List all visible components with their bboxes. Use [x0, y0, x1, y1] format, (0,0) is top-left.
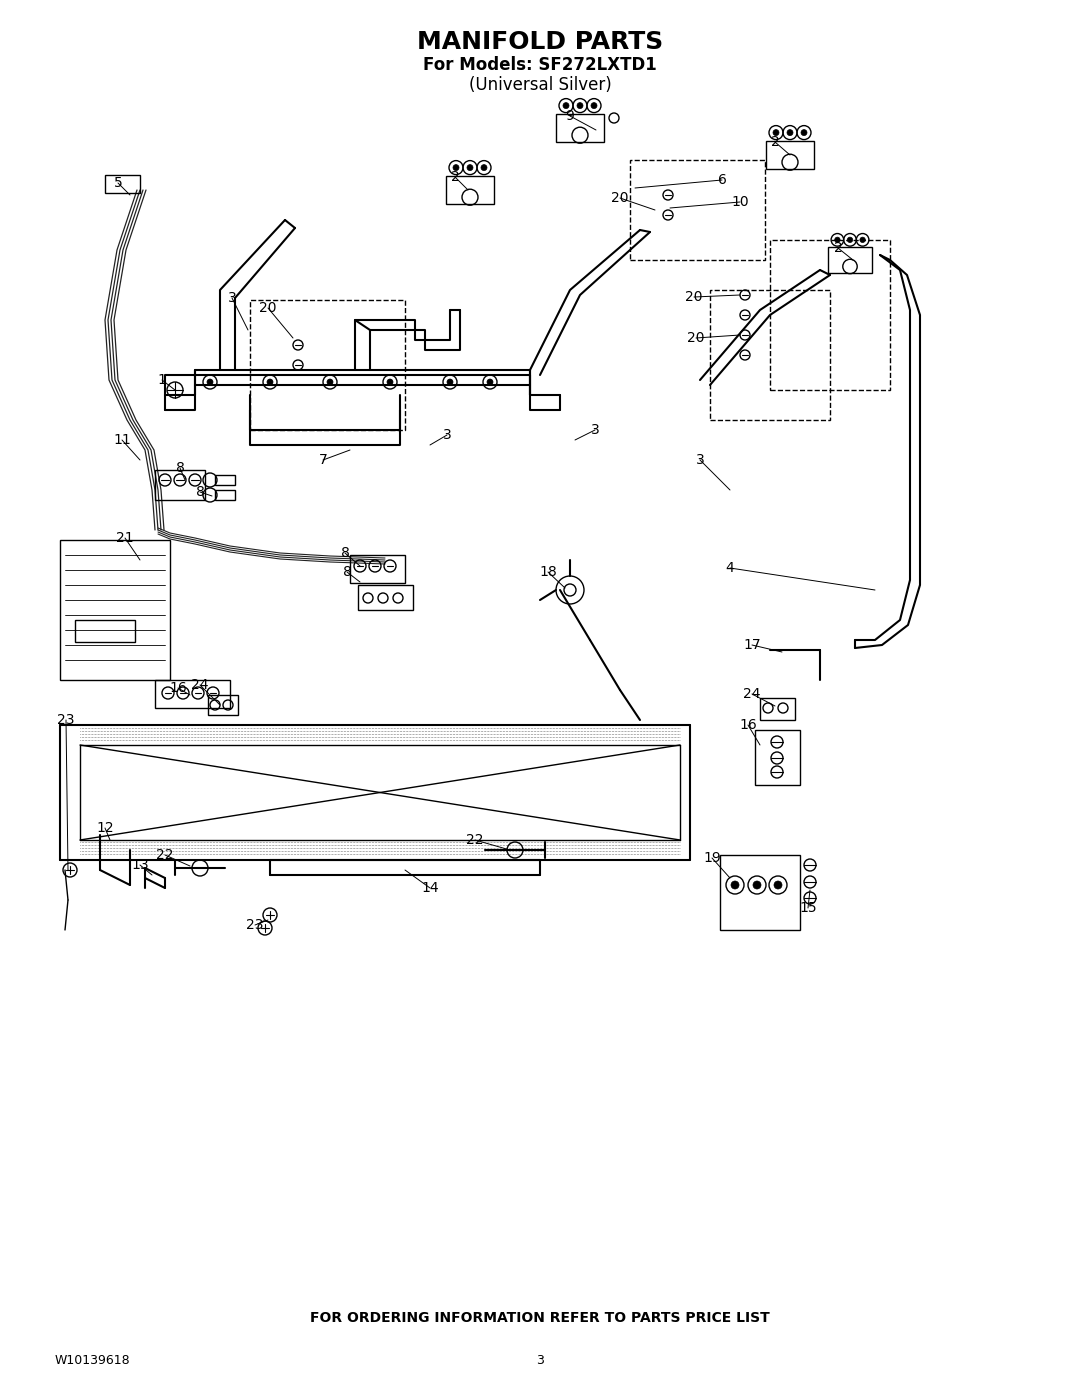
Circle shape [753, 882, 761, 888]
Text: 6: 6 [717, 173, 727, 187]
Text: 23: 23 [246, 918, 264, 932]
Bar [249, 300, 405, 430]
Text: 1: 1 [158, 373, 166, 387]
Bar [75, 620, 135, 643]
Circle shape [835, 237, 840, 243]
Text: 8: 8 [195, 485, 204, 499]
Bar [710, 291, 831, 420]
Bar [350, 555, 405, 583]
Circle shape [577, 102, 583, 109]
Text: 9: 9 [566, 109, 575, 123]
Text: 11: 11 [113, 433, 131, 447]
Text: 20: 20 [687, 331, 705, 345]
Text: 8: 8 [340, 546, 350, 560]
Text: 3: 3 [443, 427, 451, 441]
Text: 22: 22 [157, 848, 174, 862]
Text: 24: 24 [191, 678, 208, 692]
Circle shape [447, 379, 453, 386]
Circle shape [591, 102, 597, 109]
Circle shape [207, 379, 213, 386]
Circle shape [848, 237, 853, 243]
Text: 4: 4 [726, 562, 734, 576]
Text: 19: 19 [703, 851, 720, 865]
Circle shape [487, 379, 492, 386]
Text: 15: 15 [799, 901, 816, 915]
Text: 20: 20 [685, 291, 703, 305]
Circle shape [563, 102, 569, 109]
Text: 17: 17 [743, 638, 760, 652]
Text: 24: 24 [743, 687, 760, 701]
Text: (Universal Silver): (Universal Silver) [469, 75, 611, 94]
Text: 5: 5 [113, 176, 122, 190]
Text: 14: 14 [421, 882, 438, 895]
Bar [215, 475, 235, 485]
Text: 22: 22 [467, 833, 484, 847]
Circle shape [267, 379, 273, 386]
Text: 21: 21 [117, 531, 134, 545]
Text: 2: 2 [834, 242, 842, 256]
Bar [755, 731, 800, 785]
Bar [720, 855, 800, 930]
Text: For Models: SF272LXTD1: For Models: SF272LXTD1 [423, 56, 657, 74]
Circle shape [773, 130, 779, 136]
Bar [446, 176, 494, 204]
Circle shape [787, 130, 793, 136]
Bar [828, 247, 872, 272]
Text: 13: 13 [131, 858, 149, 872]
Circle shape [327, 379, 333, 386]
Circle shape [609, 113, 619, 123]
Text: 16: 16 [170, 680, 187, 694]
Text: 12: 12 [96, 821, 113, 835]
Circle shape [467, 165, 473, 170]
Circle shape [774, 882, 782, 888]
Circle shape [387, 379, 393, 386]
Circle shape [481, 165, 487, 170]
Bar [215, 490, 235, 500]
Text: 20: 20 [259, 300, 276, 314]
Text: 8: 8 [176, 461, 185, 475]
Text: 3: 3 [228, 291, 237, 305]
Text: 3: 3 [696, 453, 704, 467]
Text: 23: 23 [57, 712, 75, 726]
Text: 8: 8 [342, 564, 351, 578]
Circle shape [801, 130, 807, 136]
Text: 2: 2 [771, 136, 780, 149]
Text: 3: 3 [536, 1354, 544, 1366]
Text: 16: 16 [739, 718, 757, 732]
Text: FOR ORDERING INFORMATION REFER TO PARTS PRICE LIST: FOR ORDERING INFORMATION REFER TO PARTS … [310, 1310, 770, 1324]
Circle shape [453, 165, 459, 170]
Text: MANIFOLD PARTS: MANIFOLD PARTS [417, 29, 663, 54]
Bar [208, 694, 238, 715]
Text: 7: 7 [319, 453, 327, 467]
Text: 20: 20 [611, 191, 629, 205]
Text: 2: 2 [450, 170, 459, 184]
Bar [105, 175, 140, 193]
Circle shape [860, 237, 865, 243]
Bar [357, 585, 413, 610]
Bar [766, 141, 814, 169]
Text: W10139618: W10139618 [55, 1354, 131, 1366]
Bar [556, 113, 604, 142]
Bar [156, 469, 205, 500]
Bar [770, 240, 890, 390]
Circle shape [731, 882, 739, 888]
Bar [760, 698, 795, 719]
Text: 18: 18 [539, 564, 557, 578]
Bar [630, 161, 765, 260]
Bar [156, 680, 230, 708]
Text: 10: 10 [731, 196, 748, 210]
Text: 3: 3 [591, 423, 599, 437]
